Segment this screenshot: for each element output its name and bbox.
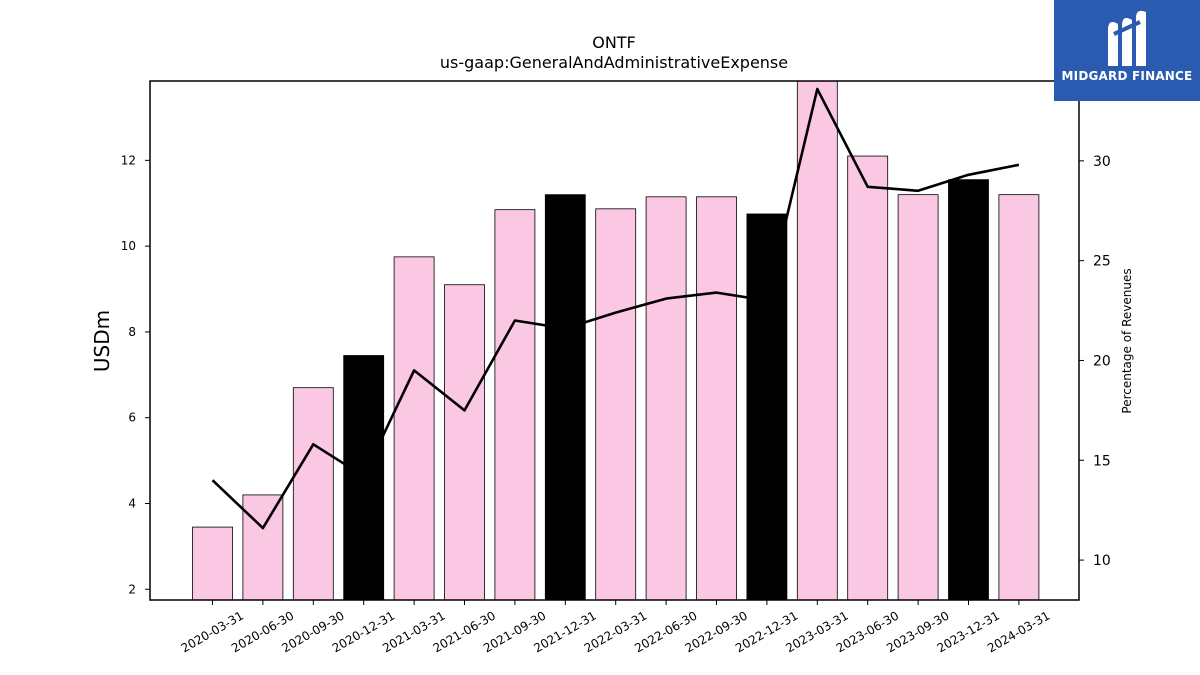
line-group (211, 87, 1020, 530)
left-tick-label: 2 (128, 582, 136, 596)
bar-2023-09-30 (897, 194, 939, 601)
bar-2020-09-30 (292, 387, 334, 601)
bar-2023-12-31 (948, 179, 989, 601)
x-axis: 2020-03-312020-06-302020-09-302020-12-31… (179, 600, 1052, 655)
left-tick-label: 4 (128, 496, 136, 510)
left-tick-label: 12 (121, 153, 136, 167)
right-axis: 10 15 20 25 30 (1079, 154, 1111, 569)
chart-title: ONTF (592, 33, 636, 52)
right-tick-label: 15 (1093, 453, 1111, 469)
left-axis-label: USDm (90, 310, 114, 372)
left-axis: 2 4 6 8 10 12 (121, 153, 150, 596)
bar-2020-03-31 (192, 526, 233, 601)
left-tick-label: 8 (128, 325, 136, 339)
logo-mark-icon (1108, 10, 1146, 66)
left-tick-label: 6 (128, 411, 136, 425)
plot-frame (149, 80, 1080, 601)
chart-subtitle: us-gaap:GeneralAndAdministrativeExpense (440, 53, 788, 72)
bar-2022-12-31 (746, 213, 788, 601)
bar-2023-03-31 (796, 80, 838, 601)
brand-logo: MIDGARD FINANCE (1054, 0, 1200, 101)
right-tick-label: 30 (1093, 154, 1111, 170)
bar-2022-03-31 (595, 208, 637, 601)
bar-2021-09-30 (494, 209, 536, 601)
bars-group (192, 80, 1040, 601)
right-tick-label: 20 (1093, 353, 1111, 369)
bar-2024-03-31 (998, 194, 1040, 601)
right-tick-label: 25 (1093, 254, 1111, 270)
bar-2023-06-30 (847, 155, 889, 601)
bar-2021-03-31 (393, 256, 435, 601)
bar-2020-06-30 (242, 494, 284, 601)
left-tick-label: 10 (121, 239, 136, 253)
right-tick-label: 10 (1093, 553, 1111, 569)
logo-text: MIDGARD FINANCE (1061, 69, 1193, 83)
bar-2021-06-30 (444, 284, 485, 601)
right-axis-label: Percentage of Revenues (1120, 268, 1134, 413)
bar-2020-12-31 (343, 355, 385, 601)
percentage-line (211, 87, 1020, 530)
bar-2022-09-30 (696, 196, 737, 601)
bar-2021-12-31 (544, 194, 586, 601)
bar-2022-06-30 (645, 196, 687, 601)
